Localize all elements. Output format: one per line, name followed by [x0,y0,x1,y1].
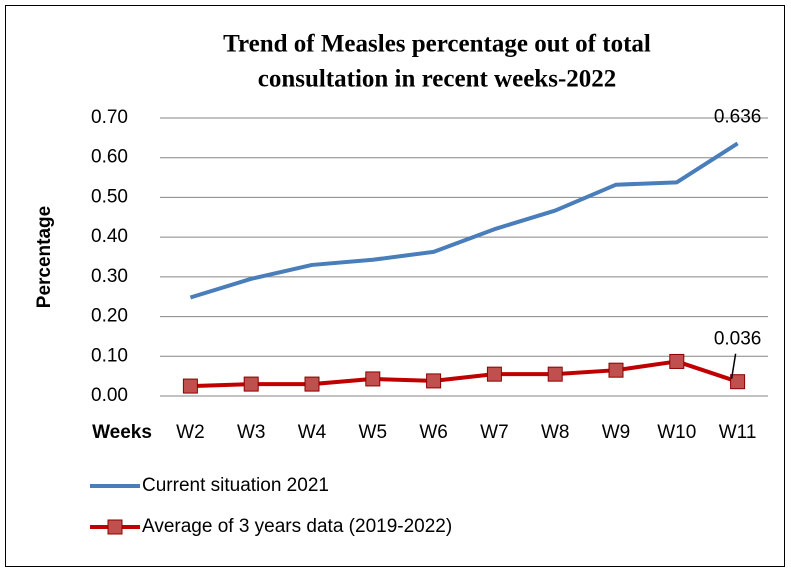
x-tick-label: W11 [719,422,757,443]
y-tick-label: 0.30 [91,266,128,287]
data-label: 0.036 [714,329,762,350]
y-tick-label: 0.50 [91,186,128,207]
y-tick-label: 0.60 [91,147,128,168]
marker [547,366,563,382]
x-tick-label: W4 [298,422,327,443]
marker [426,373,442,389]
x-tick-label: W7 [480,422,509,443]
marker [608,362,624,378]
x-axis-label: Weeks [92,422,152,443]
chart-title: Trend of Measles percentage out of total [223,31,651,58]
marker [243,376,259,392]
y-tick-label: 0.00 [91,385,128,406]
series-line [190,359,739,389]
x-tick-label: W3 [237,422,266,443]
marker [182,378,198,394]
y-axis-label: Percentage [34,206,55,308]
x-tick-label: W9 [602,422,631,443]
x-tick-label: W6 [419,422,448,443]
legend-label: Average of 3 years data (2019-2022) [142,516,452,537]
y-tick-label: 0.20 [91,306,128,327]
marker [304,376,320,392]
chart-frame [5,5,785,567]
legend-marker [107,519,123,535]
marker [669,353,685,369]
legend-label: Current situation 2021 [142,475,329,496]
marker [365,371,381,387]
marker [730,374,746,390]
x-tick-label: W10 [657,422,696,443]
y-tick-label: 0.70 [91,107,128,128]
y-tick-label: 0.40 [91,226,128,247]
y-tick-label: 0.10 [91,345,128,366]
chart-title: consultation in recent weeks-2022 [258,66,617,93]
x-tick-label: W2 [176,422,205,443]
marker [486,366,502,382]
leader-line [730,353,737,379]
x-tick-label: W8 [541,422,570,443]
data-label: 0.636 [714,106,762,127]
series-line [189,141,739,300]
x-tick-label: W5 [359,422,388,443]
